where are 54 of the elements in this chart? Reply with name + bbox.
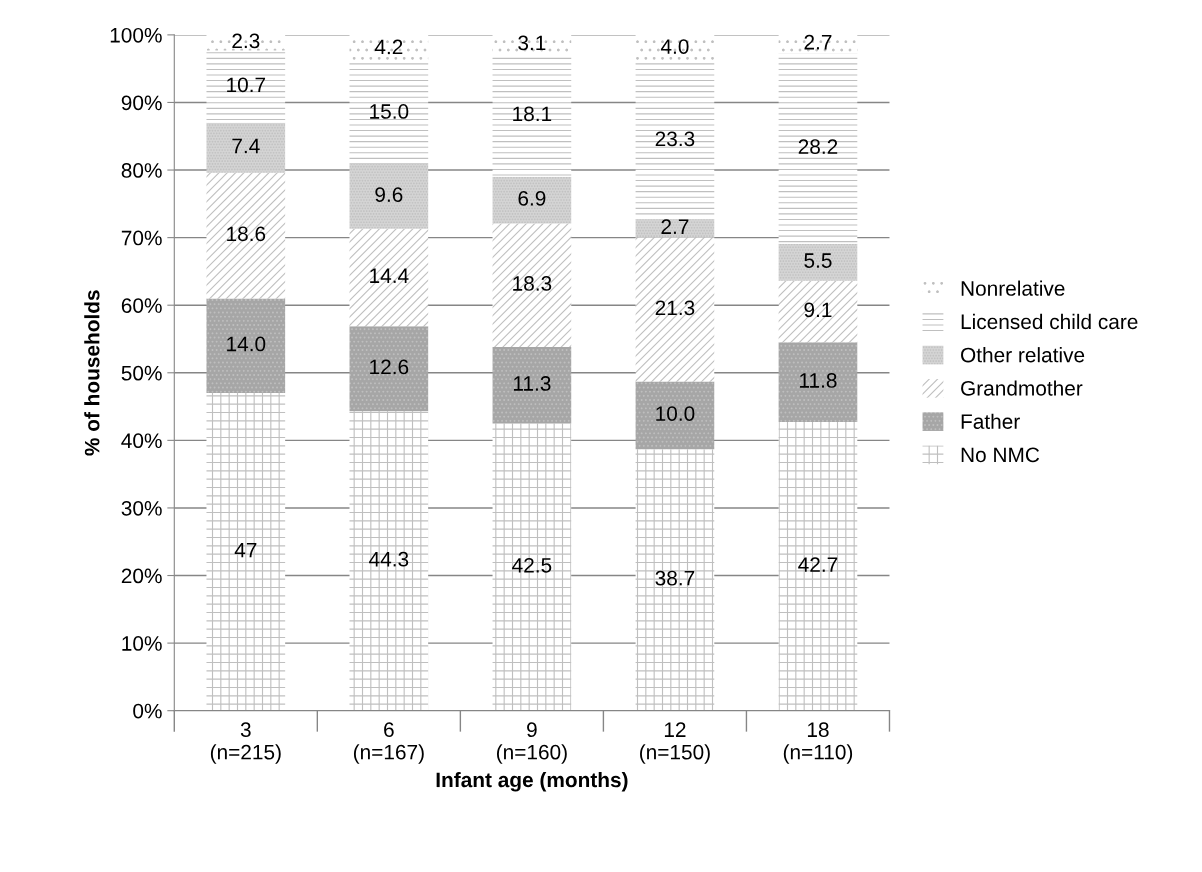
- data-label: 4.2: [374, 39, 403, 55]
- data-label: 38.7: [655, 570, 695, 586]
- x-tick-label: 9 (n=160): [496, 722, 567, 764]
- data-label: 10.7: [227, 77, 266, 93]
- legend-label: Father: [961, 413, 1020, 429]
- data-label: 4.0: [660, 39, 689, 54]
- legend-label: Other relative: [961, 347, 1085, 363]
- legend-label: Licensed child care: [961, 313, 1138, 330]
- data-label: 44.3: [369, 551, 409, 567]
- data-label: 21.3: [655, 300, 695, 316]
- data-label: 14.4: [370, 268, 409, 283]
- x-tick-label: 18 (n=110): [783, 722, 853, 764]
- data-label: 18.1: [513, 106, 552, 122]
- data-label: 11.3: [513, 376, 551, 391]
- data-label: 10.0: [656, 406, 695, 421]
- x-axis-title: Infant age (months): [436, 771, 628, 792]
- x-tick-label: 12 (n=150): [640, 722, 710, 764]
- data-label: 6.9: [518, 190, 546, 206]
- y-tick-label: 70%: [121, 230, 162, 246]
- data-label: 2.3: [232, 33, 260, 49]
- data-label: 9.1: [804, 302, 832, 318]
- data-label: 23.3: [655, 131, 695, 147]
- data-label: 42.5: [512, 557, 552, 573]
- y-tick-label: 10%: [122, 636, 162, 651]
- data-label: 18.3: [513, 276, 552, 291]
- y-tick-label: 90%: [121, 95, 162, 111]
- data-label: 5.5: [804, 253, 832, 268]
- data-label: 2.7: [661, 219, 689, 234]
- x-tick-label: 3 (n=215): [210, 722, 281, 764]
- data-label: 42.7: [798, 557, 838, 572]
- data-label: 7.4: [232, 138, 260, 154]
- y-tick-label: 40%: [121, 433, 162, 449]
- data-label: 12.6: [370, 359, 409, 375]
- legend-label: Nonrelative: [961, 280, 1065, 296]
- legend-label: Grandmother: [961, 380, 1083, 396]
- legend-label: No NMC: [961, 447, 1040, 463]
- y-axis-title: % of households: [84, 290, 100, 456]
- y-tick-label: 50%: [121, 365, 162, 381]
- x-tick-label: 6 (n=167): [353, 722, 424, 764]
- data-label: 14.0: [227, 336, 266, 352]
- y-tick-label: 0%: [133, 703, 162, 719]
- y-tick-label: 80%: [121, 163, 162, 178]
- data-label: 11.8: [800, 373, 837, 388]
- data-label: 15.0: [370, 104, 409, 119]
- y-tick-label: 60%: [121, 298, 162, 313]
- data-label: 18.6: [227, 226, 266, 242]
- y-tick-label: 30%: [121, 500, 162, 516]
- y-tick-label: 100%: [110, 27, 162, 43]
- data-label: 2.7: [804, 34, 832, 50]
- data-label: 47: [234, 542, 257, 558]
- data-label: 9.6: [375, 187, 403, 202]
- y-tick-label: 20%: [121, 568, 162, 584]
- data-label: 28.2: [798, 139, 838, 155]
- data-label: 3.1: [518, 35, 546, 51]
